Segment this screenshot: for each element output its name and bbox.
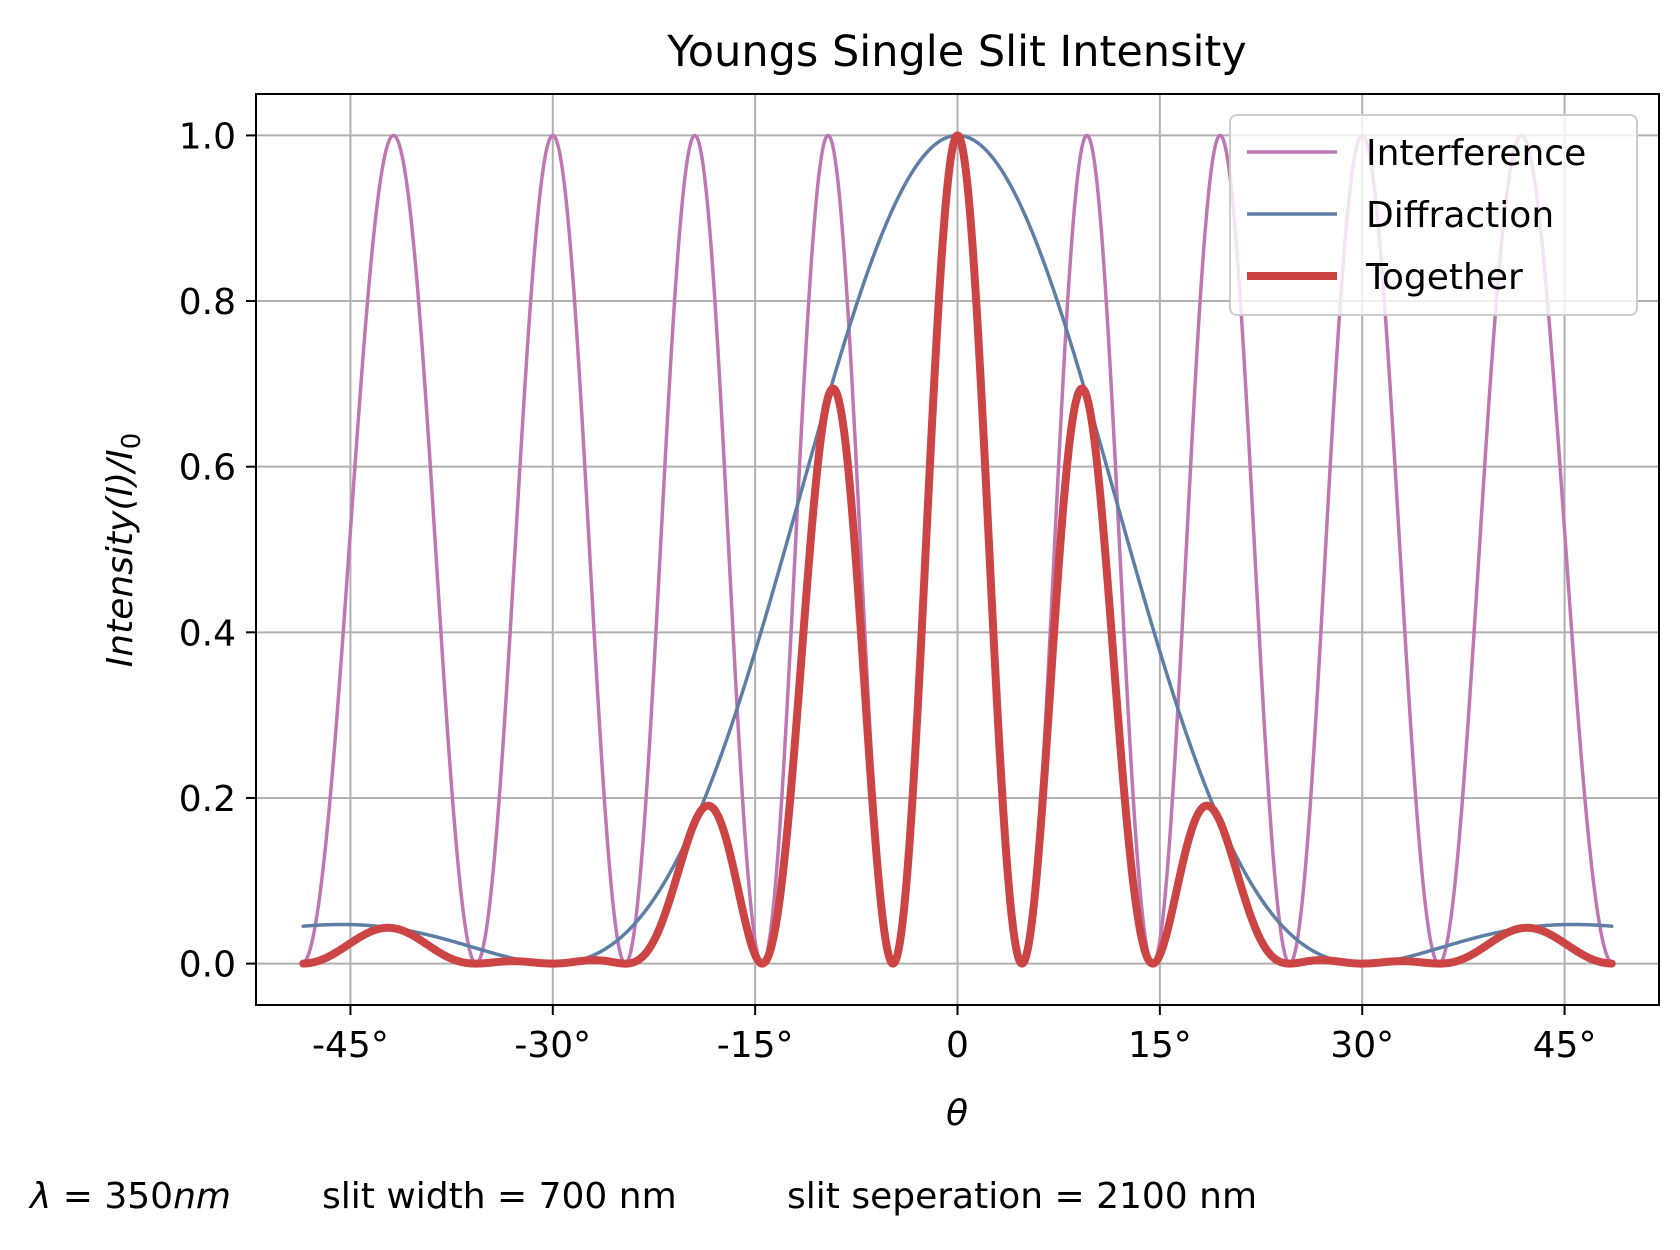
y-axis-label-subscript: 0 bbox=[117, 433, 147, 450]
y-tick-label: 0.8 bbox=[179, 282, 236, 323]
caption-slit-separation: slit seperation = 2100 nm bbox=[787, 1176, 1258, 1217]
x-tick-label: 15° bbox=[1128, 1025, 1192, 1066]
legend-label: Together bbox=[1365, 257, 1523, 298]
caption-wavelength: λ = 350nm bbox=[30, 1176, 231, 1217]
series-lines bbox=[299, 131, 1616, 968]
y-tick-label: 0.0 bbox=[179, 945, 236, 986]
axis-ticks: -45° -30° -15° 0 15° 30° 45° 0.0 0.2 0.4 0.6 0.8 1.0 bbox=[179, 116, 1597, 1066]
x-tick-label: -30° bbox=[514, 1025, 591, 1066]
y-tick-label: 0.6 bbox=[179, 448, 236, 489]
y-tick-label: 1.0 bbox=[179, 116, 236, 157]
series-line-together bbox=[299, 131, 1616, 968]
x-tick-label: 45° bbox=[1533, 1025, 1597, 1066]
y-axis-label-main: Intensity(I)/I bbox=[100, 449, 141, 667]
lambda-value: = 350 bbox=[51, 1176, 174, 1217]
legend-box bbox=[1229, 114, 1638, 316]
x-axis-label: θ bbox=[946, 1093, 968, 1134]
chart-title: Youngs Single Slit Intensity bbox=[666, 27, 1246, 77]
x-tick-label: -15° bbox=[717, 1025, 794, 1066]
legend-label: Diffraction bbox=[1366, 195, 1554, 236]
legend-label: Interference bbox=[1366, 133, 1586, 174]
x-tick-label: 0 bbox=[946, 1025, 969, 1066]
lambda-unit: nm bbox=[173, 1176, 231, 1217]
y-tick-label: 0.2 bbox=[179, 779, 236, 820]
x-tick-label: -45° bbox=[312, 1025, 389, 1066]
lambda-symbol: λ bbox=[30, 1176, 52, 1217]
legend: Interference Diffraction Together bbox=[1229, 114, 1638, 316]
caption-slit-width: slit width = 700 nm bbox=[322, 1176, 677, 1217]
y-tick-label: 0.4 bbox=[179, 613, 236, 654]
x-tick-label: 30° bbox=[1330, 1025, 1394, 1066]
y-axis-label: Intensity(I)/I0 bbox=[100, 433, 147, 668]
